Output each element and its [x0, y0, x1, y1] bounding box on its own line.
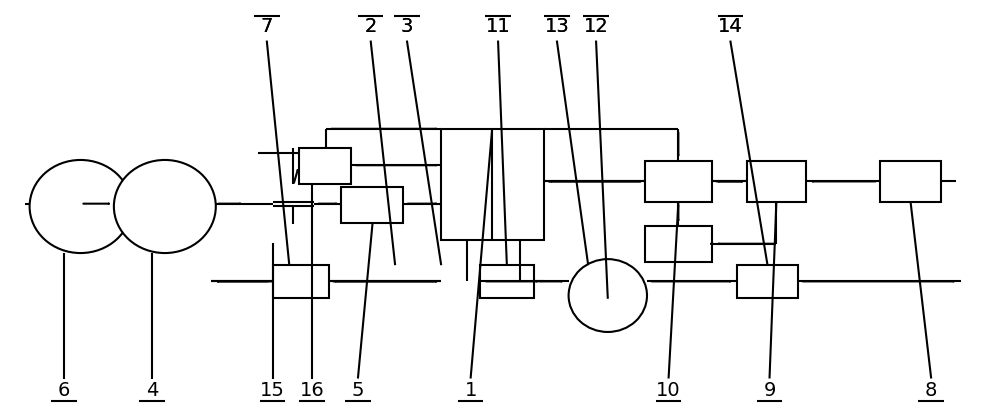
Bar [299, 148, 351, 184]
Text: 9: 9 [763, 381, 776, 400]
Bar [441, 129, 544, 240]
Text: 6: 6 [58, 381, 70, 400]
Text: 2: 2 [364, 17, 377, 36]
Text: 15: 15 [260, 381, 285, 400]
Bar [645, 161, 712, 202]
Text: 16: 16 [299, 381, 324, 400]
Bar [480, 265, 534, 298]
Bar [880, 161, 941, 202]
Text: 13: 13 [544, 17, 569, 36]
Text: 2: 2 [364, 17, 377, 36]
Text: 14: 14 [718, 17, 743, 36]
Ellipse shape [114, 160, 216, 253]
Ellipse shape [30, 160, 132, 253]
Bar [341, 187, 403, 223]
Text: 3: 3 [401, 17, 413, 36]
Text: 11: 11 [486, 17, 510, 36]
Text: 7: 7 [261, 17, 273, 36]
Bar [645, 226, 712, 262]
Text: 13: 13 [544, 17, 569, 36]
Text: 7: 7 [261, 17, 273, 36]
Text: 10: 10 [656, 381, 681, 400]
Text: 5: 5 [352, 381, 364, 400]
Bar [747, 161, 806, 202]
Bar [273, 265, 329, 298]
Text: 3: 3 [401, 17, 413, 36]
Bar [737, 265, 798, 298]
Text: 11: 11 [486, 17, 510, 36]
Text: 1: 1 [464, 381, 477, 400]
Text: 12: 12 [584, 17, 608, 36]
Ellipse shape [569, 259, 647, 332]
Text: 4: 4 [146, 381, 158, 400]
Text: 12: 12 [584, 17, 608, 36]
Text: 14: 14 [718, 17, 743, 36]
Text: 8: 8 [925, 381, 937, 400]
